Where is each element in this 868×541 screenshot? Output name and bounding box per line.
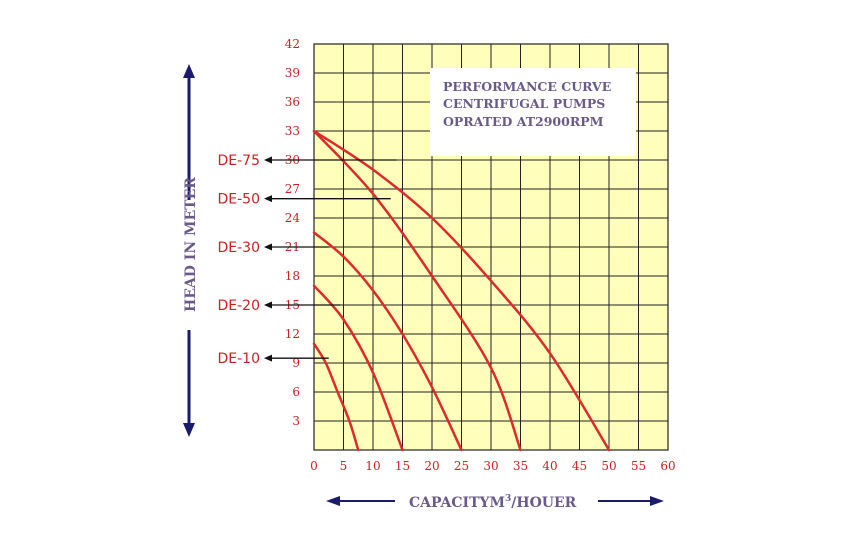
curve-de-10 xyxy=(312,342,360,452)
curve-de-75 xyxy=(312,129,611,452)
y-axis-title-group: HEAD IN METER xyxy=(183,64,199,437)
performance-curves xyxy=(312,129,611,452)
curve-de-50 xyxy=(312,129,522,452)
pointer-arrowhead-icon xyxy=(264,354,272,362)
y-tick-label: 9 xyxy=(292,356,300,370)
model-label-de-20: DE-20 xyxy=(218,298,261,314)
x-tick-label: 10 xyxy=(365,459,380,473)
x-axis-title-sup: 3 xyxy=(505,494,511,504)
x-tick-label: 0 xyxy=(310,459,318,473)
model-label-de-10: DE-10 xyxy=(218,351,261,367)
model-label-de-30: DE-30 xyxy=(218,240,261,256)
x-tick-label: 25 xyxy=(454,459,469,473)
x-tick-label: 60 xyxy=(660,459,675,473)
pointer-arrowhead-icon xyxy=(264,243,272,251)
x-axis-title-main: CAPACITYM xyxy=(409,495,505,511)
y-tick-label: 3 xyxy=(292,414,300,428)
y-tick-label: 12 xyxy=(285,327,300,341)
x-arrowhead-right-icon xyxy=(650,496,664,506)
model-label-de-75: DE-75 xyxy=(218,153,261,169)
x-tick-labels: 0 5 10 15 20 25 30 35 40 45 50 55 60 xyxy=(310,459,675,473)
chart-title-line-2: CENTRIFUGAL PUMPS xyxy=(443,96,605,111)
x-tick-label: 40 xyxy=(542,459,557,473)
pointer-arrowhead-icon xyxy=(264,156,272,164)
y-tick-label: 33 xyxy=(285,124,300,138)
y-tick-label: 36 xyxy=(285,95,300,109)
x-tick-label: 5 xyxy=(340,459,348,473)
x-arrowhead-left-icon xyxy=(326,496,340,506)
chart-title-line-3: OPRATED AT2900RPM xyxy=(443,114,604,129)
pointer-arrowhead-icon xyxy=(264,195,272,203)
y-axis-title: HEAD IN METER xyxy=(183,177,199,312)
x-tick-label: 20 xyxy=(424,459,439,473)
chart-title-line-1: PERFORMANCE CURVE xyxy=(443,79,611,94)
y-arrowhead-up-icon xyxy=(183,64,195,78)
y-arrowhead-down-icon xyxy=(183,423,195,437)
model-label-de-50: DE-50 xyxy=(218,192,261,208)
curve-de-30 xyxy=(312,231,463,452)
x-axis-title: CAPACITYM3/HOUER xyxy=(409,494,577,511)
x-tick-label: 50 xyxy=(601,459,616,473)
x-tick-label: 30 xyxy=(483,459,498,473)
y-tick-label: 24 xyxy=(285,211,301,225)
x-axis-title-tail: /HOUER xyxy=(511,495,576,511)
model-pointers: DE-75 DE-50 DE-30 DE-20 DE-10 xyxy=(218,153,397,367)
y-tick-label: 18 xyxy=(285,269,300,283)
x-axis-title-group: CAPACITYM3/HOUER xyxy=(326,494,664,511)
y-tick-label: 27 xyxy=(285,182,300,196)
y-tick-label: 42 xyxy=(285,37,300,51)
y-tick-label: 6 xyxy=(292,385,300,399)
x-tick-label: 15 xyxy=(395,459,410,473)
x-tick-label: 55 xyxy=(631,459,646,473)
x-tick-label: 35 xyxy=(513,459,528,473)
x-tick-label: 45 xyxy=(572,459,587,473)
pointer-arrowhead-icon xyxy=(264,301,272,309)
curve-de-20 xyxy=(312,284,404,452)
chart-title-box: PERFORMANCE CURVE CENTRIFUGAL PUMPS OPRA… xyxy=(430,68,636,156)
y-tick-label: 39 xyxy=(285,66,300,80)
